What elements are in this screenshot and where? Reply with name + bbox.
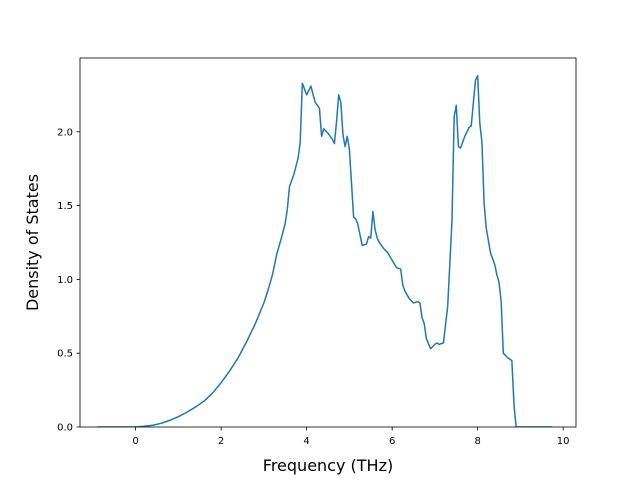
y-tick-label: 0.5 <box>57 349 73 360</box>
y-tick-label: 1.0 <box>57 275 73 286</box>
x-tick-label: 6 <box>389 436 395 447</box>
y-axis-label: Density of States <box>23 174 42 311</box>
y-tick-label: 1.5 <box>57 201 73 212</box>
x-tick-label: 10 <box>557 436 570 447</box>
y-tick-label: 0.0 <box>57 423 73 434</box>
y-tick-label: 2.0 <box>57 127 73 138</box>
dos-series-line <box>97 74 553 427</box>
plot-area-frame <box>79 57 577 428</box>
x-tick-label: 4 <box>303 436 309 447</box>
x-axis-label: Frequency (THz) <box>263 456 393 475</box>
x-tick-label: 8 <box>474 436 480 447</box>
x-tick-label: 0 <box>132 436 138 447</box>
x-tick-label: 2 <box>218 436 224 447</box>
